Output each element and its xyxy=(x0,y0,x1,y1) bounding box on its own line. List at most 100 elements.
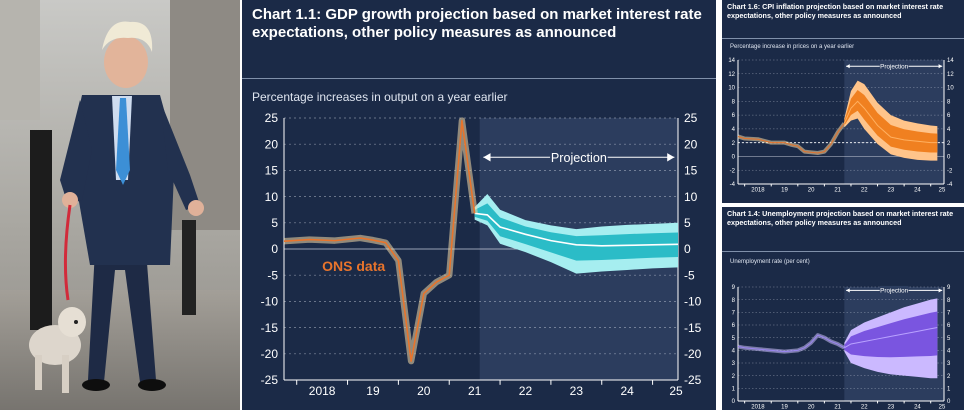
cpi-projection-arrow-right-icon xyxy=(938,64,943,69)
cpi-fan-median-line xyxy=(843,100,938,144)
cpi-y-tick-label-right: -4 xyxy=(947,182,953,188)
unemployment-y-tick-label-left: 4 xyxy=(732,348,736,354)
unemployment-projection-label: Projection xyxy=(880,288,908,295)
cpi-y-tick-label-right: 12 xyxy=(947,72,954,78)
gdp-projection-arrow-left-icon xyxy=(483,153,491,162)
cpi-x-tick-label: 21 xyxy=(834,188,841,194)
gdp-y-tick-label-left: -15 xyxy=(261,321,279,335)
cpi-y-tick-label-right: 0 xyxy=(947,155,951,161)
gdp-y-tick-label-left: 0 xyxy=(271,242,278,256)
gdp-x-tick-label: 20 xyxy=(417,384,431,398)
unemployment-x-tick-label: 2018 xyxy=(751,405,765,410)
unemployment-x-tick-label: 19 xyxy=(781,405,788,410)
cpi-y-tick-label-right: 14 xyxy=(947,58,954,64)
unemployment-x-tick-label: 20 xyxy=(808,405,815,410)
gdp-y-tick-label-right: 25 xyxy=(684,111,698,125)
gdp-chart-panel: Chart 1.1: GDP growth projection based o… xyxy=(242,0,716,410)
gdp-x-tick-label: 19 xyxy=(366,384,380,398)
cpi-y-tick-label-right: -2 xyxy=(947,168,953,174)
gdp-x-tick-label: 24 xyxy=(620,384,634,398)
gdp-fan-inner-band xyxy=(474,203,678,261)
cpi-projection-label: Projection xyxy=(880,63,908,70)
gdp-y-tick-label-left: 15 xyxy=(265,164,279,178)
person-walking-dog-photo xyxy=(0,0,240,410)
unemployment-chart-panel: Chart 1.4: Unemployment projection based… xyxy=(722,207,964,410)
cpi-x-tick-label: 20 xyxy=(808,188,815,194)
unemployment-y-tick-label-left: 3 xyxy=(732,361,736,367)
gdp-x-tick-label: 2018 xyxy=(309,384,336,398)
unemployment-y-tick-label-right: 0 xyxy=(947,399,951,405)
unemployment-y-tick-label-left: 0 xyxy=(732,399,736,405)
unemployment-x-tick-label: 24 xyxy=(914,405,921,410)
unemployment-y-tick-label-right: 9 xyxy=(947,285,951,291)
cpi-title-divider xyxy=(722,38,964,39)
gdp-y-tick-label-left: 10 xyxy=(265,190,279,204)
unemployment-y-tick-label-left: 8 xyxy=(732,298,736,304)
unemployment-x-tick-label: 21 xyxy=(834,405,841,410)
unemployment-y-tick-label-left: 7 xyxy=(732,310,736,316)
gdp-y-tick-label-right: 20 xyxy=(684,137,698,151)
gdp-x-tick-label: 22 xyxy=(519,384,533,398)
cpi-y-tick-label-left: 12 xyxy=(728,72,735,78)
gdp-y-tick-label-right: 5 xyxy=(684,216,691,230)
gdp-y-tick-label-left: -5 xyxy=(267,268,278,282)
cpi-y-tick-label-left: -4 xyxy=(730,182,736,188)
cpi-y-tick-label-left: 8 xyxy=(732,99,736,105)
unemployment-y-tick-label-right: 2 xyxy=(947,374,951,380)
unemployment-chart-title: Chart 1.4: Unemployment projection based… xyxy=(727,209,954,227)
cpi-y-tick-label-left: 0 xyxy=(732,155,736,161)
gdp-projection-label: Projection xyxy=(551,151,607,165)
unemployment-y-tick-label-right: 8 xyxy=(947,298,951,304)
cpi-y-tick-label-right: 10 xyxy=(947,86,954,92)
gdp-x-tick-label: 25 xyxy=(669,384,683,398)
gdp-y-tick-label-right: 0 xyxy=(684,242,691,256)
unemployment-y-tick-label-right: 5 xyxy=(947,336,951,342)
cpi-x-tick-label: 24 xyxy=(914,188,921,194)
unemployment-y-tick-label-left: 2 xyxy=(732,374,736,380)
cpi-y-tick-label-right: 4 xyxy=(947,127,951,133)
gdp-history-line xyxy=(283,119,476,362)
gdp-y-tick-label-right: -25 xyxy=(684,373,702,387)
gdp-title-divider xyxy=(242,78,716,79)
gdp-x-tick-label: 21 xyxy=(468,384,482,398)
gdp-y-tick-label-left: -10 xyxy=(261,295,279,309)
unemployment-projection-label-bg xyxy=(879,285,909,295)
gdp-y-tick-label-right: -20 xyxy=(684,347,702,361)
unemployment-y-tick-label-right: 4 xyxy=(947,348,951,354)
gdp-y-axis-label: Percentage increases in output on a year… xyxy=(252,90,508,104)
gdp-fan-median-line xyxy=(474,212,679,247)
cpi-y-tick-label-left: 10 xyxy=(728,86,735,92)
gdp-chart-title: Chart 1.1: GDP growth projection based o… xyxy=(252,6,702,42)
gdp-chart-plot: 25 25 20 20 15 15 10 10 5 5 0 0 -5 -5 -10 -10 -15 -15 -20 -… xyxy=(261,111,702,398)
cpi-history-band xyxy=(737,122,846,155)
gdp-y-tick-label-right: -15 xyxy=(684,321,702,335)
gdp-y-tick-label-right: -5 xyxy=(684,268,695,282)
cpi-x-tick-label: 25 xyxy=(939,188,946,194)
unemployment-x-tick-label: 25 xyxy=(939,405,946,410)
gdp-ons-data-label: ONS data xyxy=(322,258,385,274)
unemployment-y-tick-label-right: 3 xyxy=(947,361,951,367)
cpi-y-tick-label-right: 6 xyxy=(947,113,951,119)
cpi-y-tick-label-left: 6 xyxy=(732,113,736,119)
gdp-y-tick-label-left: -20 xyxy=(261,347,279,361)
unemployment-y-tick-label-left: 9 xyxy=(732,285,736,291)
cpi-x-tick-label: 19 xyxy=(781,188,788,194)
unemployment-title-divider xyxy=(722,251,964,252)
unemployment-projection-arrow-left-icon xyxy=(846,288,850,293)
unemployment-y-tick-label-left: 1 xyxy=(732,386,736,392)
gdp-y-tick-label-right: -10 xyxy=(684,295,702,309)
unemployment-y-tick-label-right: 6 xyxy=(947,323,951,329)
gdp-projection-arrow-right-icon xyxy=(667,153,675,162)
cpi-projection-label-bg xyxy=(879,61,909,71)
cpi-y-tick-label-left: 4 xyxy=(732,127,736,133)
cpi-chart-title: Chart 1.6: CPI inflation projection base… xyxy=(727,2,944,20)
cpi-history-line xyxy=(737,123,845,154)
cpi-x-tick-label: 22 xyxy=(861,188,868,194)
gdp-x-tick-label: 23 xyxy=(570,384,584,398)
cpi-fan-inner-band xyxy=(844,89,938,153)
gdp-projection-label-bg xyxy=(550,148,608,167)
cpi-y-tick-label-right: 2 xyxy=(947,141,951,147)
cpi-projection-arrow-left-icon xyxy=(846,64,850,69)
